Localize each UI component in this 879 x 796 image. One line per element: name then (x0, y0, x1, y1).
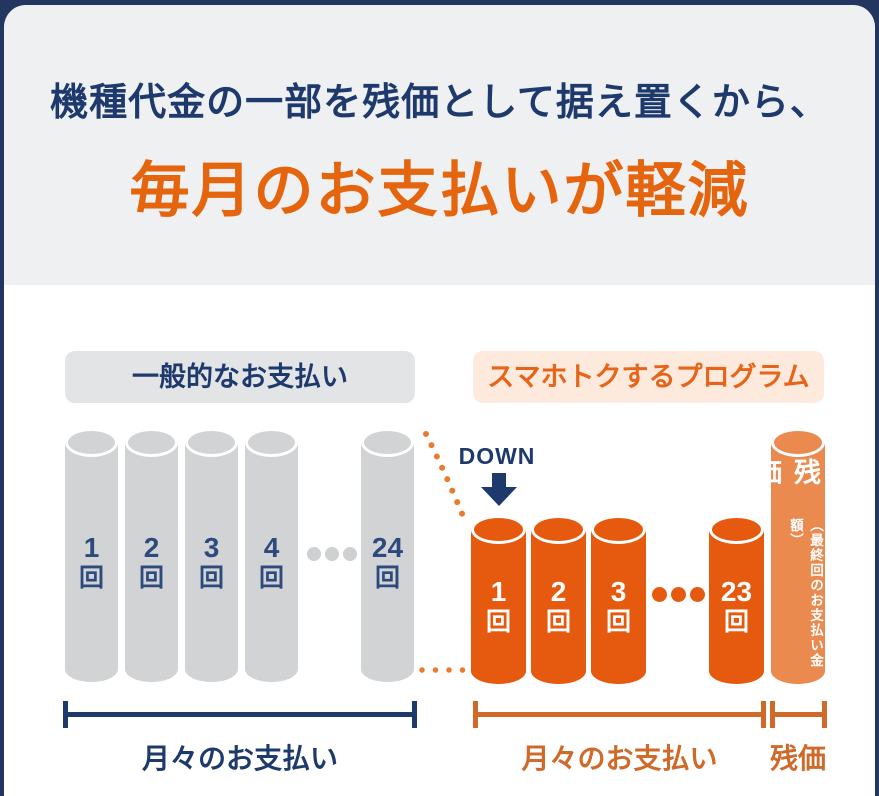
general-cylinder-1: 1 回 (65, 428, 118, 682)
general-cylinder-24: 24 回 (361, 428, 414, 682)
cylinder-body (471, 529, 526, 684)
installment-label: 2 回 (138, 531, 164, 592)
cylinder-top (771, 428, 825, 457)
content-card: 機種代金の一部を残価として据え置くから、 毎月のお支払いが軽減 一般的なお支払い… (4, 5, 875, 796)
program-cylinder-23: 23 回 (709, 515, 764, 684)
cylinder-top (65, 428, 118, 457)
residual-cylinder: 残価 （最終回のお支払い金額） (751, 428, 825, 684)
cylinder-body (709, 529, 764, 684)
cylinder-top (531, 515, 586, 544)
installment-label: 24 回 (371, 531, 404, 592)
installment-label: 1 回 (485, 576, 511, 636)
installment-label: 23 回 (720, 576, 753, 636)
ellipsis-icon (307, 547, 357, 561)
cylinder-top (245, 428, 298, 457)
general-payment-label: 一般的なお支払い (65, 351, 415, 403)
program-cylinder-3: 3 回 (591, 515, 646, 684)
cylinder-body (65, 442, 118, 682)
cylinder-top (471, 515, 526, 544)
residual-axis-bracket (770, 701, 827, 728)
residual-label: 残価 （最終回のお支払い金額） (751, 458, 823, 669)
banner-header: 機種代金の一部を残価として据え置くから、 毎月のお支払いが軽減 (4, 5, 875, 285)
installment-label: 2 回 (545, 576, 571, 636)
ellipsis-icon (652, 587, 705, 602)
installment-label: 3 回 (605, 576, 631, 636)
cylinder-top (361, 428, 414, 457)
headline-line2: 毎月のお支払いが軽減 (129, 157, 750, 224)
cylinder-body (125, 442, 178, 682)
general-axis-bracket (63, 701, 417, 728)
base-connector-line (419, 667, 471, 673)
headline-line1: 機種代金の一部を残価として据え置くから、 (50, 82, 829, 124)
installment-label: 3 回 (198, 531, 224, 592)
program-axis-bracket (473, 701, 766, 728)
cylinder-body (591, 529, 646, 684)
down-connector-line (423, 431, 468, 524)
program-cylinder-2: 2 回 (531, 515, 586, 684)
down-label: DOWN (458, 443, 536, 469)
down-arrow-icon (481, 473, 517, 506)
installment-label: 1 回 (78, 531, 104, 592)
cylinder-top (185, 428, 238, 457)
cylinder-body (185, 442, 238, 682)
program-label: スマホトクするプログラム (473, 351, 824, 403)
cylinder-body (361, 442, 414, 682)
program-cylinder-1: 1 回 (471, 515, 526, 684)
cylinder-top (125, 428, 178, 457)
general-cylinder-3: 3 回 (185, 428, 238, 682)
residual-axis-label: 残価 (769, 743, 826, 774)
program-axis-label: 月々のお支払い (521, 743, 718, 774)
installment-label: 4 回 (258, 531, 284, 592)
cylinder-top (591, 515, 646, 544)
cylinder-top (709, 515, 764, 544)
general-axis-label: 月々のお支払い (141, 743, 338, 774)
general-cylinder-2: 2 回 (125, 428, 178, 682)
payment-comparison-diagram: 一般的なお支払い 1 回 2 回 (4, 285, 875, 796)
cylinder-body (771, 442, 825, 684)
cylinder-body (245, 442, 298, 682)
cylinder-body (531, 529, 586, 684)
general-cylinder-4: 4 回 (245, 428, 298, 682)
